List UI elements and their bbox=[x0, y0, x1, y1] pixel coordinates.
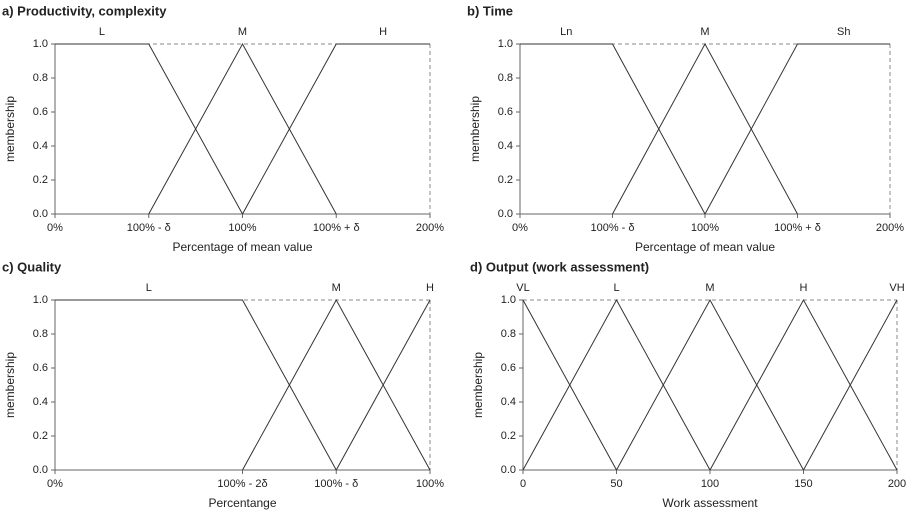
y-tick-label: 0.2 bbox=[33, 174, 48, 186]
series-label: Ln bbox=[560, 26, 572, 38]
x-tick-label: 100% bbox=[691, 222, 719, 234]
x-axis-label: Percentange bbox=[208, 496, 276, 510]
y-tick-label: 1.0 bbox=[498, 38, 513, 50]
x-tick-label: 0% bbox=[47, 478, 63, 490]
y-tick-label: 0.8 bbox=[498, 72, 513, 84]
y-tick-label: 1.0 bbox=[33, 294, 48, 306]
x-tick-label: 100% + δ bbox=[313, 222, 360, 234]
y-tick-label: 0.8 bbox=[501, 328, 516, 340]
x-tick-label: 100% - 2δ bbox=[217, 478, 267, 490]
x-tick-label: 200% bbox=[416, 222, 444, 234]
y-tick-label: 0.4 bbox=[498, 140, 513, 152]
x-axis-label: Percentage of mean value bbox=[172, 240, 312, 254]
x-tick-label: 100 bbox=[701, 478, 719, 490]
x-axis-label: Work assessment bbox=[662, 496, 758, 510]
membership-line bbox=[520, 43, 706, 215]
membership-line bbox=[709, 298, 898, 471]
membership-line bbox=[242, 43, 430, 215]
y-tick-label: 0.8 bbox=[33, 328, 48, 340]
y-tick-label: 0.0 bbox=[498, 208, 513, 220]
y-tick-label: 0.2 bbox=[498, 174, 513, 186]
y-axis-label: membership bbox=[3, 352, 17, 418]
membership-line bbox=[612, 42, 798, 215]
x-tick-label: 200% bbox=[876, 222, 904, 234]
x-tick-label: 0% bbox=[512, 222, 528, 234]
y-tick-label: 0.6 bbox=[33, 362, 48, 374]
membership-line bbox=[148, 42, 337, 215]
y-tick-label: 0.2 bbox=[501, 430, 516, 442]
series-label: M bbox=[700, 26, 709, 38]
y-tick-label: 0.6 bbox=[501, 362, 516, 374]
y-tick-label: 0.0 bbox=[33, 464, 48, 476]
series-label: L bbox=[146, 282, 152, 294]
y-tick-label: 0.6 bbox=[33, 106, 48, 118]
chart-title: a) Productivity, complexity bbox=[2, 3, 167, 18]
y-tick-label: 0.6 bbox=[498, 106, 513, 118]
membership-line bbox=[55, 43, 243, 215]
series-label: H bbox=[379, 26, 387, 38]
y-tick-label: 0.4 bbox=[501, 396, 516, 408]
x-tick-label: 150 bbox=[794, 478, 812, 490]
y-tick-label: 1.0 bbox=[501, 294, 516, 306]
x-tick-label: 200 bbox=[888, 478, 906, 490]
membership-line bbox=[616, 298, 804, 471]
series-label: L bbox=[99, 26, 105, 38]
x-tick-label: 100% bbox=[228, 222, 256, 234]
series-label: Sh bbox=[837, 26, 850, 38]
x-tick-label: 0% bbox=[47, 222, 63, 234]
y-axis-label: membership bbox=[471, 352, 485, 418]
membership-line bbox=[803, 299, 898, 471]
series-label: M bbox=[238, 26, 247, 38]
chart-title: c) Quality bbox=[2, 259, 62, 274]
chart-title: d) Output (work assessment) bbox=[470, 259, 649, 274]
series-label: M bbox=[705, 282, 714, 294]
membership-line bbox=[55, 299, 337, 471]
membership-line bbox=[335, 299, 431, 471]
x-tick-label: 0 bbox=[520, 478, 526, 490]
series-label: VH bbox=[889, 282, 904, 294]
series-label: VL bbox=[516, 282, 529, 294]
x-tick-label: 100% - δ bbox=[314, 478, 358, 490]
membership-line bbox=[704, 43, 890, 215]
x-tick-label: 100% - δ bbox=[127, 222, 171, 234]
chart-title: b) Time bbox=[467, 3, 513, 18]
series-label: L bbox=[613, 282, 619, 294]
series-label: H bbox=[800, 282, 808, 294]
y-tick-label: 0.4 bbox=[33, 396, 48, 408]
x-tick-label: 100% bbox=[416, 478, 444, 490]
series-label: M bbox=[332, 282, 341, 294]
y-axis-label: membership bbox=[3, 96, 17, 162]
x-axis-label: Percentage of mean value bbox=[635, 240, 775, 254]
y-axis-label: membership bbox=[468, 96, 482, 162]
y-tick-label: 0.0 bbox=[501, 464, 516, 476]
membership-line bbox=[242, 298, 431, 471]
series-label: H bbox=[426, 282, 434, 294]
membership-line bbox=[522, 298, 711, 471]
x-tick-label: 50 bbox=[610, 478, 622, 490]
y-tick-label: 0.8 bbox=[33, 72, 48, 84]
x-tick-label: 100% - δ bbox=[590, 222, 634, 234]
x-tick-label: 100% + δ bbox=[774, 222, 821, 234]
y-tick-label: 0.2 bbox=[33, 430, 48, 442]
y-tick-label: 0.0 bbox=[33, 208, 48, 220]
y-tick-label: 0.4 bbox=[33, 140, 48, 152]
y-tick-label: 1.0 bbox=[33, 38, 48, 50]
